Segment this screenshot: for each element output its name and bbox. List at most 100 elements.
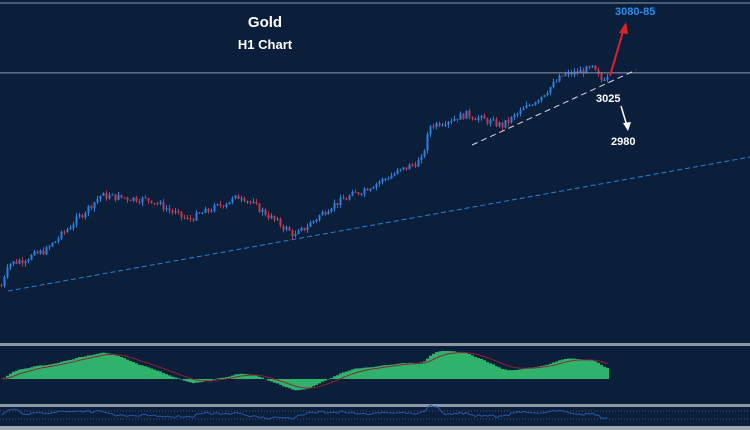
candle-body <box>159 202 162 204</box>
candle-body <box>462 113 465 119</box>
candle-body <box>66 229 69 232</box>
macd-bar <box>465 352 468 379</box>
macd-bar <box>360 368 363 379</box>
candle-body <box>225 204 228 207</box>
macd-bar <box>606 367 609 379</box>
macd-bar <box>300 379 303 390</box>
macd-bar <box>168 375 171 379</box>
macd-bar <box>315 379 318 386</box>
candle-body <box>156 203 159 205</box>
macd-bar <box>78 357 81 379</box>
macd-bar <box>363 367 366 379</box>
candle-body <box>240 198 243 200</box>
pane-separator-2[interactable] <box>0 404 750 407</box>
candle-body <box>21 260 24 264</box>
pane-separator[interactable] <box>0 343 750 346</box>
candle-body <box>507 120 510 123</box>
candle-body <box>528 105 531 107</box>
candle-body <box>309 222 312 227</box>
candle-body <box>291 230 294 237</box>
macd-bar <box>519 369 522 379</box>
candle-body <box>168 208 171 211</box>
macd-bar <box>132 361 135 379</box>
candle-body <box>147 197 150 201</box>
candle-body <box>300 227 303 231</box>
macd-bar <box>6 375 9 379</box>
candle-body <box>282 225 285 230</box>
macd-bar <box>510 370 513 379</box>
candle-body <box>45 247 48 255</box>
candle-body <box>57 238 60 242</box>
macd-bar <box>591 360 594 379</box>
candle-body <box>393 173 396 176</box>
macd-bar <box>504 369 507 379</box>
macd-bar <box>579 359 582 379</box>
candle-body <box>330 208 333 212</box>
macd-bar <box>441 351 444 379</box>
macd-bar <box>192 379 195 384</box>
candle-body <box>177 211 180 213</box>
candle-body <box>534 102 537 106</box>
candle-body <box>246 201 249 203</box>
candle-body <box>399 169 402 171</box>
candle-body <box>24 261 27 264</box>
macd-bar <box>507 370 510 379</box>
candle-body <box>354 191 357 193</box>
candle-body <box>264 209 267 216</box>
candle-body <box>540 96 543 101</box>
candle-body <box>504 120 507 128</box>
candle-body <box>321 212 324 216</box>
macd-bar <box>570 358 573 379</box>
macd-bar <box>354 368 357 379</box>
candle-body <box>129 199 132 201</box>
macd-bar <box>261 377 264 379</box>
macd-bar <box>36 365 39 379</box>
candle-body <box>162 202 165 210</box>
macd-bar <box>582 359 585 379</box>
macd-bar <box>150 368 153 379</box>
candle-body <box>123 197 126 199</box>
macd-bar <box>567 358 570 379</box>
candle-body <box>468 110 471 118</box>
candle-body <box>378 181 381 184</box>
macd-bar <box>90 355 93 379</box>
macd-bar <box>144 366 147 379</box>
macd-bar <box>111 353 114 379</box>
candle-body <box>15 261 18 264</box>
macd-bar <box>534 367 537 379</box>
candle-body <box>234 195 237 199</box>
candle-body <box>414 164 417 167</box>
macd-bar <box>471 355 474 379</box>
candle-body <box>585 66 588 74</box>
long-trendline[interactable] <box>7 156 750 292</box>
candle-body <box>450 120 453 122</box>
macd-bar <box>501 368 504 379</box>
macd-bar <box>309 379 312 388</box>
short-trendline[interactable] <box>471 69 637 146</box>
macd-bar <box>384 365 387 379</box>
candle-body <box>294 233 297 237</box>
macd-bar <box>183 379 186 381</box>
candle-body <box>396 170 399 174</box>
macd-bar <box>129 361 132 379</box>
time-axis <box>0 426 750 430</box>
macd-bar <box>279 379 282 385</box>
macd-bar <box>303 379 306 390</box>
macd-bar <box>165 374 168 379</box>
candle-body <box>453 118 456 121</box>
macd-bar <box>474 356 477 379</box>
candle-body <box>171 210 174 213</box>
macd-bar <box>381 365 384 379</box>
macd-bar <box>576 358 579 379</box>
macd-bar <box>99 353 102 379</box>
macd-bar <box>39 365 42 379</box>
macd-bar <box>546 364 549 379</box>
macd-bar <box>561 359 564 379</box>
macd-bar <box>282 379 285 387</box>
macd-bar <box>339 373 342 379</box>
macd-bar <box>225 377 228 379</box>
macd-bar <box>54 363 57 379</box>
macd-bar <box>258 376 261 379</box>
macd-bar <box>156 370 159 379</box>
macd-bar <box>558 360 561 379</box>
